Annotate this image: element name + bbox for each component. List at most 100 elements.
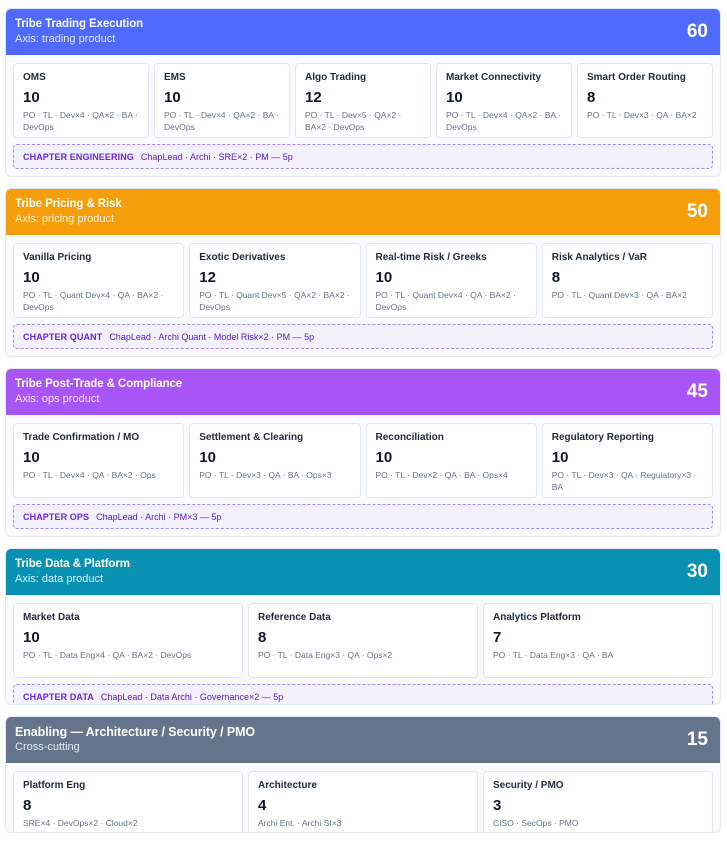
tribe-panel: Tribe Pricing & Risk Axis: pricing produc… — [5, 188, 721, 357]
squad-headcount: 8 — [551, 269, 561, 286]
chapter-label: CHAPTER QUANT — [23, 331, 103, 342]
squad-card: Reconciliation 10 PO · TL · Dev×2 · QA · B… — [365, 423, 537, 498]
squad-roles: PO · TL · Quant Dev×3 · QA · BA×2 — [551, 290, 687, 300]
chapter-detail: ChapLead · Data Archi · Governance×2 — 5… — [100, 691, 284, 702]
squad-row: Trade Confirmation / MO 10 PO · TL · Dev×4… — [13, 423, 713, 498]
tribe-headcount: 45 — [686, 381, 708, 402]
squad-name: Market Data — [23, 612, 80, 623]
squad-roles: PO · TL · Data Eng×3 · QA · Ops×2 — [258, 650, 393, 660]
chapter-banner: CHAPTER DATA ChapLead · Data Archi · Gove… — [13, 684, 713, 704]
squad-card: Exotic Derivatives 12 PO · TL · Quant Dev×… — [189, 243, 361, 318]
tribe-title: Tribe Trading Execution — [15, 18, 144, 30]
squad-roles: PO · TL · Dev×3 · QA · Regulatory×3 · BA — [551, 470, 697, 492]
squad-row: Platform Eng 8 SRE×4 · DevOps×2 · Cloud×2 A… — [13, 771, 713, 832]
squad-headcount: 10 — [375, 449, 393, 466]
squad-card: Regulatory Reporting 10 PO · TL · Dev×3 · … — [541, 423, 713, 498]
squad-row: OMS 10 PO · TL · Dev×4 · QA×2 · BA · DevOp… — [13, 63, 713, 138]
squad-roles: PO · TL · Dev×3 · QA · BA×2 — [587, 110, 697, 120]
tribe-body: Vanilla Pricing 10 PO · TL · Quant Dev×4 ·… — [6, 235, 720, 349]
tribe-header: Tribe Data & Platform Axis: data product 3… — [6, 549, 720, 595]
tribe-axis: Axis: data product — [15, 573, 104, 585]
squad-headcount: 8 — [23, 797, 32, 814]
squad-roles: PO · TL · Data Eng×3 · QA · BA — [493, 650, 614, 660]
squad-card: EMS 10 PO · TL · Dev×4 · QA×2 · BA · DevOp… — [154, 63, 290, 138]
chapter-label: CHAPTER DATA — [23, 691, 94, 702]
squad-roles: CISO · SecOps · PMO — [493, 818, 579, 828]
squad-card: Trade Confirmation / MO 10 PO · TL · Dev×4… — [13, 423, 185, 498]
squad-card: Analytics Platform 7 PO · TL · Data Eng×3 … — [483, 603, 713, 678]
tribe-axis: Axis: pricing product — [15, 213, 115, 225]
squad-name: Algo Trading — [305, 72, 367, 83]
squad-card: Platform Eng 8 SRE×4 · DevOps×2 · Cloud×2 — [13, 771, 243, 832]
chapter-detail: ChapLead · Archi Quant · Model Risk×2 · … — [109, 331, 315, 342]
squad-name: Risk Analytics / VaR — [551, 252, 647, 263]
squad-headcount: 8 — [587, 89, 596, 106]
squad-name: Exotic Derivatives — [199, 252, 286, 263]
tribe-axis: Axis: trading product — [15, 33, 116, 45]
squad-headcount: 12 — [199, 269, 216, 286]
squad-card: Reference Data 8 PO · TL · Data Eng×3 · QA… — [248, 603, 478, 678]
squad-roles: PO · TL · Dev×4 · QA×2 · BA · DevOps — [446, 110, 561, 132]
squad-roles: PO · TL · Dev×4 · QA · BA×2 · Ops — [23, 470, 156, 480]
squad-roles: PO · TL · Quant Dev×4 · QA · BA×2 · DevO… — [23, 290, 164, 312]
squad-name: Smart Order Routing — [587, 72, 686, 83]
tribe-title: Tribe Post-Trade & Compliance — [15, 378, 183, 390]
squad-roles: PO · TL · Dev×2 · QA · BA · Ops×4 — [375, 470, 508, 480]
squad-name: Security / PMO — [493, 780, 564, 791]
tribe-headcount: 50 — [686, 201, 708, 222]
squad-headcount: 10 — [23, 629, 40, 646]
squad-card: Risk Analytics / VaR 8 PO · TL · Quant Dev… — [541, 243, 713, 318]
tribe-headcount: 30 — [686, 561, 708, 582]
tribe-panel: Tribe Post-Trade & Compliance Axis: ops p… — [5, 368, 721, 537]
squad-card: Algo Trading 12 PO · TL · Dev×5 · QA×2 · B… — [295, 63, 431, 138]
squad-roles: PO · TL · Quant Dev×5 · QA×2 · BA×2 · De… — [199, 290, 350, 312]
tribe-panel: Tribe Trading Execution Axis: trading pro… — [5, 8, 721, 177]
tribe-panel: Tribe Data & Platform Axis: data product 3… — [5, 548, 721, 705]
squad-card: Market Data 10 PO · TL · Data Eng×4 · QA ·… — [13, 603, 243, 678]
squad-name: Reference Data — [258, 612, 331, 623]
tribe-headcount: 15 — [686, 729, 708, 750]
tribe-header: Tribe Trading Execution Axis: trading pro… — [6, 9, 720, 55]
tribe-axis: Cross-cutting — [15, 741, 80, 753]
squad-name: Platform Eng — [23, 780, 86, 791]
squad-headcount: 7 — [493, 629, 502, 646]
tribe-header: Enabling — Architecture / Security / PMO… — [6, 717, 720, 763]
tribe-header: Tribe Pricing & Risk Axis: pricing produc… — [6, 189, 720, 235]
squad-name: EMS — [164, 72, 186, 83]
squad-name: Real-time Risk / Greeks — [375, 252, 487, 263]
squad-name: Reconciliation — [375, 432, 444, 443]
squad-name: Market Connectivity — [446, 72, 542, 83]
squad-headcount: 10 — [375, 269, 393, 286]
squad-card: Security / PMO 3 CISO · SecOps · PMO — [483, 771, 713, 832]
chapter-detail: ChapLead · Archi · PM×3 — 5p — [96, 511, 222, 522]
squad-card: Market Connectivity 10 PO · TL · Dev×4 · Q… — [436, 63, 572, 138]
tribe-axis: Axis: ops product — [15, 393, 100, 405]
squad-roles: PO · TL · Dev×5 · QA×2 · BA×2 · DevOps — [305, 110, 402, 132]
squad-name: Trade Confirmation / MO — [23, 432, 140, 443]
squad-roles: Archi Ent. · Archi SI×3 — [258, 818, 342, 828]
squad-name: Settlement & Clearing — [199, 432, 304, 443]
tribe-title: Enabling — Architecture / Security / PMO — [15, 725, 256, 739]
tribe-title: Tribe Data & Platform — [15, 558, 130, 570]
squad-roles: PO · TL · Dev×4 · QA×2 · BA · DevOps — [23, 110, 138, 132]
squad-headcount: 10 — [551, 449, 569, 466]
squad-headcount: 8 — [258, 629, 267, 646]
squad-name: Regulatory Reporting — [551, 432, 654, 443]
squad-card: Smart Order Routing 8 PO · TL · Dev×3 · QA… — [577, 63, 713, 138]
squad-headcount: 10 — [199, 449, 216, 466]
tribe-title: Tribe Pricing & Risk — [15, 198, 122, 210]
chapter-banner: CHAPTER QUANT ChapLead · Archi Quant · Mo… — [13, 324, 713, 349]
squad-name: OMS — [23, 72, 46, 83]
chapter-detail: ChapLead · Archi · SRE×2 · PM — 5p — [140, 151, 293, 162]
squad-roles: SRE×4 · DevOps×2 · Cloud×2 — [23, 818, 138, 828]
squad-roles: PO · TL · Dev×3 · QA · BA · Ops×3 — [199, 470, 332, 480]
chapter-label: CHAPTER ENGINEERING — [23, 151, 134, 162]
tribe-body: OMS 10 PO · TL · Dev×4 · QA×2 · BA · DevOp… — [6, 55, 720, 169]
squad-headcount: 10 — [164, 89, 181, 106]
chapter-banner: CHAPTER OPS ChapLead · Archi · PM×3 — 5p — [13, 504, 713, 529]
chapter-label: CHAPTER OPS — [23, 511, 90, 522]
tribe-panel: Enabling — Architecture / Security / PMO… — [5, 716, 721, 833]
squad-roles: PO · TL · Quant Dev×4 · QA · BA×2 · DevO… — [375, 290, 516, 312]
squad-headcount: 3 — [493, 797, 502, 814]
